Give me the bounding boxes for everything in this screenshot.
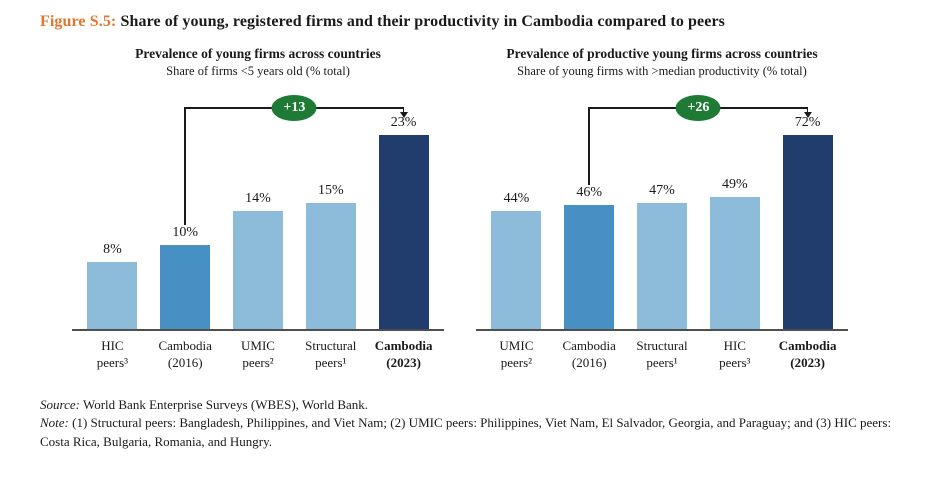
source-line: Source: World Bank Enterprise Surveys (W… <box>40 396 908 414</box>
figure-title-text: Share of young, registered firms and the… <box>120 13 725 30</box>
bar-value-label: 8% <box>103 241 122 257</box>
bar-value-label: 47% <box>649 182 675 198</box>
category-label: Cambodia (2023) <box>374 338 433 371</box>
change-bracket: +26 <box>588 94 809 186</box>
note-label: Note: <box>40 415 69 431</box>
figure-title: Figure S.5: Share of young, registered f… <box>0 0 936 31</box>
category-label: UMIC peers² <box>499 338 534 371</box>
category-label: Cambodia (2016) <box>158 338 212 371</box>
category-label: Cambodia (2016) <box>562 338 616 371</box>
bar <box>637 202 687 330</box>
bar <box>233 211 283 330</box>
chart-panel-productive-young-firms: Prevalence of productive young firms acr… <box>476 46 848 372</box>
bar-value-label: 15% <box>317 182 344 198</box>
bar-column: 23% <box>367 88 440 330</box>
delta-badge: +13 <box>271 94 317 121</box>
bar-column: 44% <box>480 88 553 330</box>
bar <box>709 197 760 330</box>
bar-value-label: 72% <box>794 115 821 131</box>
figure-footnote: Source: World Bank Enterprise Surveys (W… <box>40 396 908 451</box>
bar-value-label: 23% <box>390 115 417 131</box>
bar-value-label: 44% <box>503 190 530 206</box>
note-line: Note: (1) Structural peers: Bangladesh, … <box>40 414 908 451</box>
category-label: Structural peers¹ <box>636 338 688 371</box>
bar-column: 10% <box>149 88 222 330</box>
bracket-left-leg <box>184 107 186 226</box>
chart-title: Prevalence of productive young firms acr… <box>506 46 818 61</box>
bar <box>160 244 211 330</box>
bars-row: 44% 46% 47% 49% 72% <box>480 88 844 330</box>
category-labels-row: HIC peers³ Cambodia (2016) UMIC peers² Structu… <box>76 338 440 372</box>
change-bracket: +13 <box>184 94 405 226</box>
bar-column: 15% <box>294 88 367 330</box>
chart-title: Prevalence of young firms across countri… <box>135 46 381 61</box>
bar <box>782 135 833 330</box>
plot-area: 44% 46% 47% 49% 72% +26 <box>476 88 848 332</box>
bars-wrap: 44% 46% 47% 49% 72% +26 <box>480 88 844 330</box>
bracket-arrow-down-icon <box>806 107 809 113</box>
chart-subtitle: Share of firms <5 years old (% total) <box>166 64 350 79</box>
chart-panel-young-firms: Prevalence of young firms across countri… <box>72 46 444 372</box>
bracket-left-leg <box>588 107 590 186</box>
bar-value-label: 10% <box>172 224 199 240</box>
bar <box>564 205 615 330</box>
bars-wrap: 8% 10% 14% 15% 23% +13 <box>76 88 440 330</box>
category-label: UMIC peers² <box>241 338 275 371</box>
category-labels-row: UMIC peers² Cambodia (2016) Structural peers¹… <box>480 338 844 372</box>
category-label: HIC peers³ <box>719 338 751 371</box>
chart-subtitle: Share of young firms with >median produc… <box>517 64 807 79</box>
bar <box>87 261 138 330</box>
bar <box>305 202 356 330</box>
bar-value-label: 46% <box>576 185 603 201</box>
source-text: World Bank Enterprise Surveys (WBES), Wo… <box>79 396 369 412</box>
category-label: HIC peers³ <box>96 338 129 371</box>
figure-label: Figure S.5: <box>40 13 117 30</box>
delta-badge: +26 <box>675 94 721 121</box>
plot-area: 8% 10% 14% 15% 23% +13 <box>72 88 444 332</box>
bar-column: 14% <box>222 88 295 330</box>
bar-column: 46% <box>553 88 626 330</box>
bar-column: 49% <box>698 88 771 330</box>
category-label: Cambodia (2023) <box>778 338 837 371</box>
bars-row: 8% 10% 14% 15% 23% <box>76 88 440 330</box>
charts-row: Prevalence of young firms across countri… <box>72 46 936 372</box>
bar <box>491 210 542 330</box>
bracket-arrow-down-icon <box>402 107 405 113</box>
bar <box>378 135 429 330</box>
bar-value-label: 14% <box>245 191 271 207</box>
bar-value-label: 49% <box>721 177 748 193</box>
bar-column: 8% <box>76 88 149 330</box>
source-label: Source: <box>40 396 80 412</box>
bar-column: 72% <box>771 88 844 330</box>
category-label: Structural peers¹ <box>305 338 357 371</box>
bar-column: 47% <box>626 88 699 330</box>
note-text: (1) Structural peers: Bangladesh, Philip… <box>40 415 892 449</box>
